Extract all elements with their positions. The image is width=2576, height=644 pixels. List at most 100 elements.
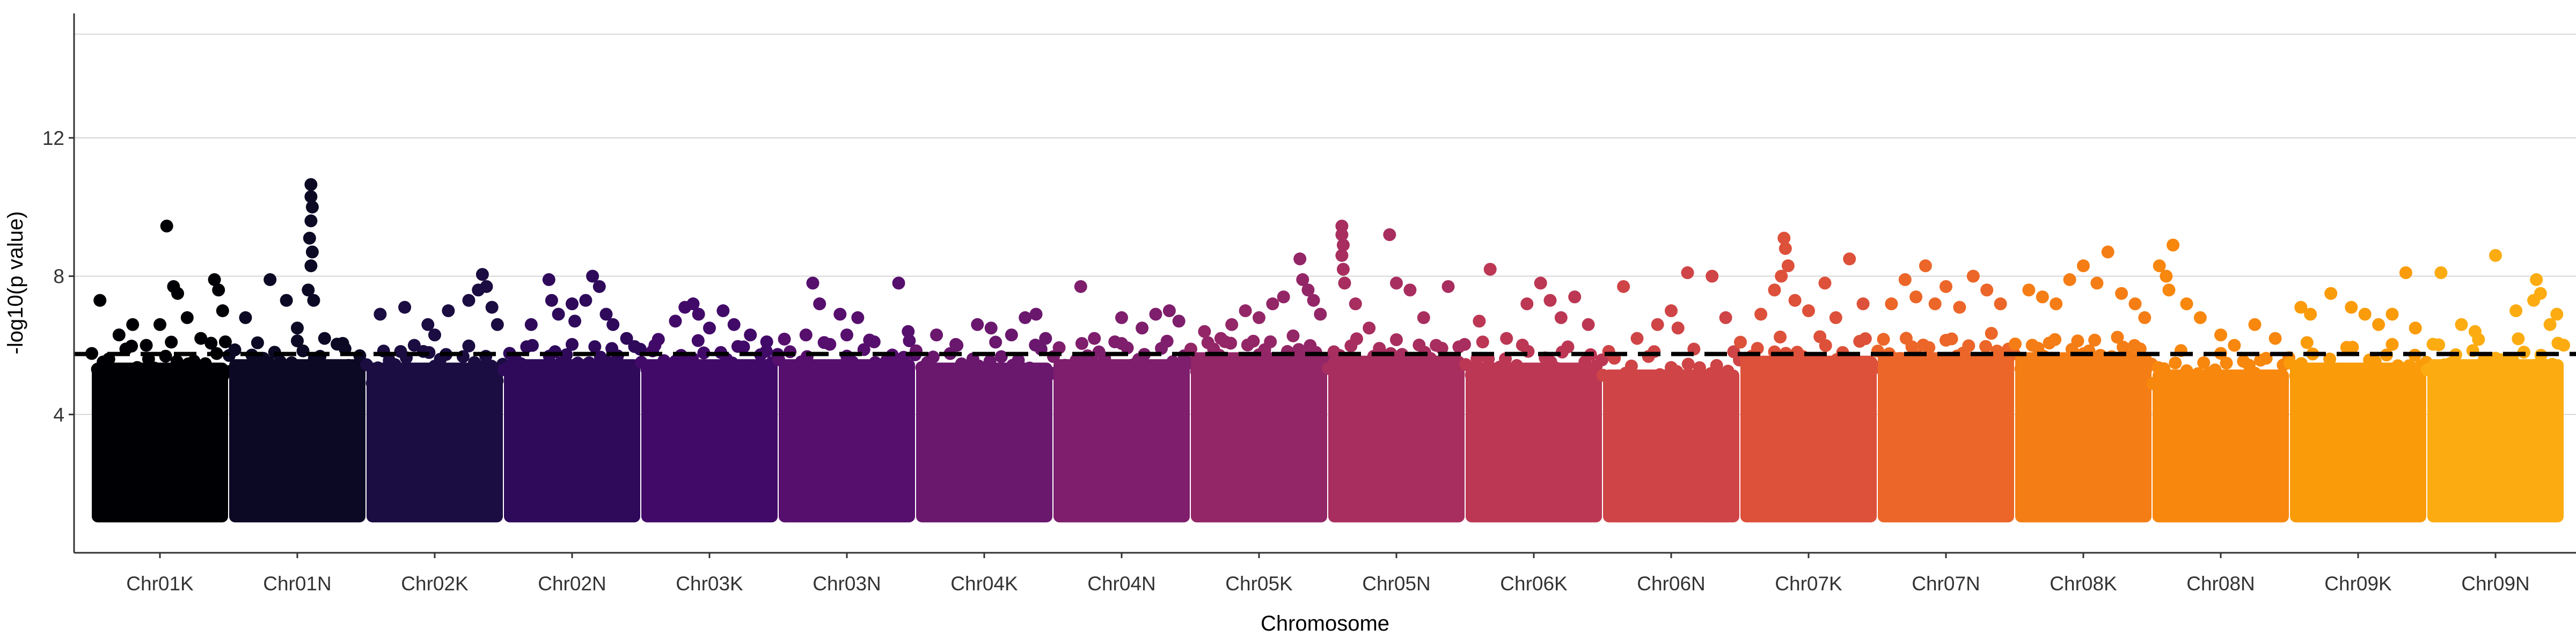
data-point <box>1296 273 1309 287</box>
chromosome-point-mass-edge <box>1012 354 1025 367</box>
data-point <box>1568 290 1582 304</box>
x-ticks: Chr01K Chr01N Chr02K Chr02N Chr03K Chr03N Chr0… <box>126 553 2530 595</box>
data-point <box>1500 332 1513 345</box>
data-point <box>2214 328 2227 342</box>
data-point <box>620 332 633 345</box>
data-point <box>1671 321 1685 335</box>
chromosome-point-mass <box>2153 369 2289 523</box>
data-point <box>303 231 316 245</box>
data-point <box>216 304 229 318</box>
chromosome-point-mass-edge <box>1023 361 1036 375</box>
chromosome-point-mass-edge <box>1659 374 1672 387</box>
chromosome-point-mass-edge <box>1751 342 1764 355</box>
chromosome-point-mass-edge <box>1087 356 1100 370</box>
chromosome-point-mass-edge <box>2186 381 2199 394</box>
data-point <box>485 301 499 314</box>
data-point <box>2138 311 2151 324</box>
data-point <box>1390 276 1403 290</box>
data-point <box>1277 290 1290 304</box>
chromosome-point-mass-edge <box>2220 356 2233 370</box>
data-point <box>1818 276 1832 290</box>
chromosome-point-mass-edge <box>473 360 487 374</box>
chromosome-point-mass <box>367 362 503 523</box>
data-point <box>586 269 599 283</box>
data-point <box>2101 245 2114 259</box>
data-point <box>1788 294 1802 307</box>
chromosome-point-mass-edge <box>778 332 791 346</box>
chromosome-point-mass-edge <box>812 360 825 373</box>
data-point <box>1554 311 1568 324</box>
data-point <box>2090 276 2104 290</box>
data-point <box>1719 311 1732 324</box>
chromosome-point-mass-edge <box>1894 352 1907 365</box>
chromosome-point-mass-edge <box>1476 335 1489 349</box>
chromosome-point-mass-edge <box>2146 377 2159 390</box>
data-point <box>180 311 194 324</box>
chromosome-point-mass-edge <box>239 371 253 385</box>
data-point <box>1953 301 1966 314</box>
data-point <box>442 304 455 318</box>
data-point <box>568 314 582 328</box>
chromosome-point-mass-edge <box>1487 371 1501 384</box>
chromosome-point-mass-edge <box>566 338 579 351</box>
data-point <box>1898 273 1912 287</box>
data-point <box>892 276 905 290</box>
chromosome-point-mass-edge <box>835 363 848 377</box>
chromosome-point-mass-edge <box>2421 363 2434 377</box>
chromosome-point-mass-edge <box>2461 367 2474 380</box>
chromosome-point-mass-edge <box>1979 340 1993 353</box>
data-point <box>950 339 964 352</box>
x-tick-label: Chr07N <box>1912 573 1980 595</box>
data-point <box>239 311 252 324</box>
data-point <box>1843 252 1856 266</box>
data-point <box>1919 259 1932 273</box>
data-point <box>1136 321 1149 335</box>
x-axis-title: Chromosome <box>1261 612 1389 635</box>
data-point <box>1980 283 1994 297</box>
data-point <box>1665 304 1678 318</box>
data-point <box>760 335 773 349</box>
chromosome-point-mass-edge <box>1648 345 1661 358</box>
chromosome-point-mass-edge <box>199 357 212 370</box>
chromosome-point-mass-edge <box>1762 367 1775 380</box>
data-point <box>212 283 225 297</box>
chromosome-point-mass-edge <box>491 374 504 387</box>
y-axis-title: -log10(p value) <box>4 211 27 355</box>
chromosome-point-mass-edge <box>165 335 178 349</box>
data-point <box>799 328 813 342</box>
data-point <box>1520 297 1534 311</box>
data-point <box>304 214 318 228</box>
chromosome-point-mass-edge <box>251 336 264 349</box>
data-point <box>1005 328 1018 342</box>
x-tick-label: Chr03N <box>813 573 881 595</box>
chromosome-point-mass-edge <box>2197 356 2211 369</box>
data-point <box>2543 318 2557 331</box>
data-points <box>93 178 2564 355</box>
chromosome-point-mass <box>1878 352 2014 523</box>
chromosome-point-mass-edge <box>1224 336 1238 350</box>
data-point <box>2385 308 2399 321</box>
y-tick-label: 8 <box>53 266 64 288</box>
data-point <box>2162 283 2176 297</box>
chromosome-point-mass-edge <box>1172 361 1185 374</box>
chromosome-point-mass-edge <box>657 354 671 368</box>
chromosome-point-mass-edge <box>1597 369 1609 382</box>
data-point <box>971 318 984 331</box>
chromosome-point-mass-edge <box>2512 332 2525 346</box>
chromosome-point-mass-edge <box>1264 335 1277 348</box>
chromosome-point-mass-edge <box>1160 334 1174 348</box>
chromosome-point-mass-edge <box>2111 331 2124 344</box>
data-point <box>307 294 320 307</box>
chromosome-point-mass-edge <box>2020 358 2033 372</box>
data-point <box>2063 273 2076 287</box>
data-point <box>1994 297 2007 311</box>
chromosome-point-mass-edge <box>1785 356 1798 370</box>
x-tick-label: Chr09N <box>2461 573 2530 595</box>
data-point <box>867 335 881 349</box>
chromosome-point-mass-edge <box>1075 336 1088 350</box>
chromosome-point-mass <box>2290 362 2426 523</box>
data-point <box>1966 269 1980 283</box>
data-point <box>2409 321 2422 335</box>
chromosome-point-mass-edge <box>2009 337 2022 350</box>
data-point <box>1928 297 1942 311</box>
